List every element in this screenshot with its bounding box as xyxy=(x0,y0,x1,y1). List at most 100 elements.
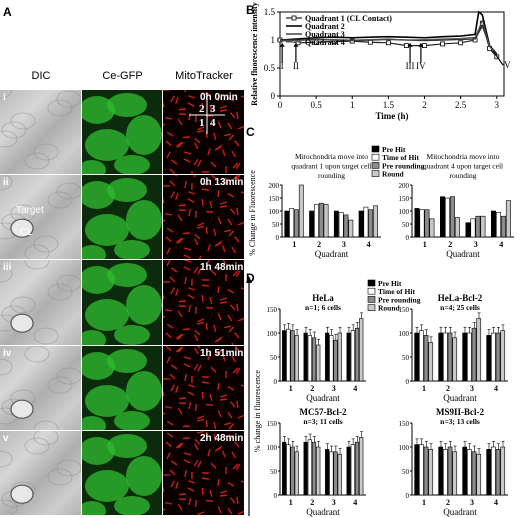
y-tick-label: 100 xyxy=(267,444,278,452)
subchart-subtitle: n=4; 25 cells xyxy=(440,303,480,312)
legend-label: Pre Hit xyxy=(382,145,406,154)
bar xyxy=(495,332,501,382)
plot-frame xyxy=(279,11,505,97)
bar xyxy=(333,339,338,382)
panel-label-d: D xyxy=(246,271,255,285)
legend-swatch xyxy=(371,145,380,153)
x-tick-label: 3 xyxy=(470,384,474,393)
bar xyxy=(307,439,312,496)
bar xyxy=(452,337,458,382)
bar xyxy=(354,327,360,382)
bar xyxy=(329,335,334,382)
legend-swatch xyxy=(367,296,376,303)
x-tick-label: 3 xyxy=(495,100,500,110)
x-tick-label: 3 xyxy=(332,384,336,393)
image-gfp-row-v xyxy=(82,430,162,515)
x-tick-label: 4 xyxy=(353,498,357,507)
annotation-label: I xyxy=(281,61,284,71)
x-tick-label: 3 xyxy=(474,240,478,249)
image-mito-row-iv xyxy=(163,345,244,430)
bar xyxy=(284,210,290,238)
x-axis-label: Quadrant xyxy=(315,249,349,259)
series-1-point xyxy=(458,40,464,46)
row-label-v: v xyxy=(3,432,9,444)
bar xyxy=(454,217,460,238)
bar xyxy=(428,449,434,496)
subchart-title: MC57-Bcl-2 xyxy=(300,407,347,417)
bar xyxy=(294,335,299,382)
x-tick-label: 4 xyxy=(494,498,498,507)
annotation-arrowhead xyxy=(418,42,424,47)
y-tick-label: 100 xyxy=(267,330,278,338)
bar xyxy=(337,332,342,382)
bar xyxy=(359,437,364,496)
bar xyxy=(495,212,501,238)
x-tick-label: 2 xyxy=(310,384,314,393)
subchart-subtitle: n=3; 13 cells xyxy=(440,417,480,426)
subchart-title: quadrant 1 upon target cell xyxy=(291,162,371,171)
annotation-arrowhead xyxy=(293,42,299,47)
legend-label: Quadrant 2 xyxy=(305,22,345,31)
legend-marker xyxy=(291,15,297,21)
quadrant-label: 4 xyxy=(210,117,216,129)
y-tick-label: 50 xyxy=(270,354,278,362)
bar xyxy=(440,196,445,238)
subchart-title: HeLa xyxy=(312,293,334,303)
subchart-title: rounding xyxy=(318,171,345,180)
x-tick-label: 1.5 xyxy=(383,100,395,110)
x-axis-label: Quadrant xyxy=(446,249,480,259)
annotation-arrow xyxy=(492,50,504,66)
legend-swatch xyxy=(371,153,380,161)
y-tick-label: 150 xyxy=(267,420,278,428)
quadrant-label: 1 xyxy=(199,117,205,129)
bar xyxy=(337,453,342,496)
panel-label-a: A xyxy=(3,5,12,19)
bar xyxy=(500,330,506,382)
panel-a-image-grid: DIC Ce-GFP MitoTracker i 0h 0min ii 0h 13mi… xyxy=(0,68,245,516)
bar xyxy=(467,332,472,382)
subchart-subtitle: n=3; 11 cells xyxy=(303,417,342,426)
y-axis-label: % Change in Fluorescence xyxy=(248,170,257,256)
series-line-4 xyxy=(279,18,498,55)
subchart-title: quadrant 4 upon target cell xyxy=(423,162,503,171)
image-gfp-row-i xyxy=(82,90,162,175)
subchart-title: HeLa-Bcl-2 xyxy=(438,293,483,303)
bar xyxy=(414,208,420,238)
bar xyxy=(429,218,435,238)
legend-label: Quadrant 4 xyxy=(305,38,345,47)
row-label-ii: ii xyxy=(3,177,9,189)
bar xyxy=(505,200,511,238)
x-axis-label: Quadrant xyxy=(306,507,340,517)
x-tick-label: 1 xyxy=(292,240,296,249)
bar xyxy=(318,202,324,238)
bar xyxy=(419,330,424,382)
bar xyxy=(443,449,448,496)
bar xyxy=(311,337,317,382)
x-tick-label: 1 xyxy=(422,498,426,507)
y-axis-arrowhead xyxy=(246,276,252,283)
x-tick-label: 4 xyxy=(499,240,503,249)
y-tick-label: 1.5 xyxy=(264,7,276,17)
bar xyxy=(348,219,354,238)
legend-label: Time of Hit xyxy=(378,287,415,296)
bar xyxy=(358,210,364,238)
bar xyxy=(350,330,355,382)
bar xyxy=(414,444,420,496)
image-gfp-row-iv xyxy=(82,345,162,430)
x-axis-label: Time (h) xyxy=(375,111,408,121)
bar xyxy=(424,209,430,238)
legend-label: Pre rounding xyxy=(378,295,421,304)
y-axis-label: % change in fluorescence xyxy=(253,370,262,452)
x-tick-label: 2 xyxy=(446,498,450,507)
y-tick-label: 50 xyxy=(272,221,280,229)
bar xyxy=(414,332,420,382)
legend-label: Pre rounding xyxy=(382,161,425,170)
bar xyxy=(359,318,364,382)
bar xyxy=(350,444,355,496)
subchart-title: Mitochondria move into xyxy=(427,152,500,161)
x-tick-label: 2 xyxy=(422,100,427,110)
y-tick-label: 0 xyxy=(274,492,278,500)
bar xyxy=(282,441,287,496)
image-dic-row-iv xyxy=(0,345,81,430)
bar xyxy=(443,332,448,382)
